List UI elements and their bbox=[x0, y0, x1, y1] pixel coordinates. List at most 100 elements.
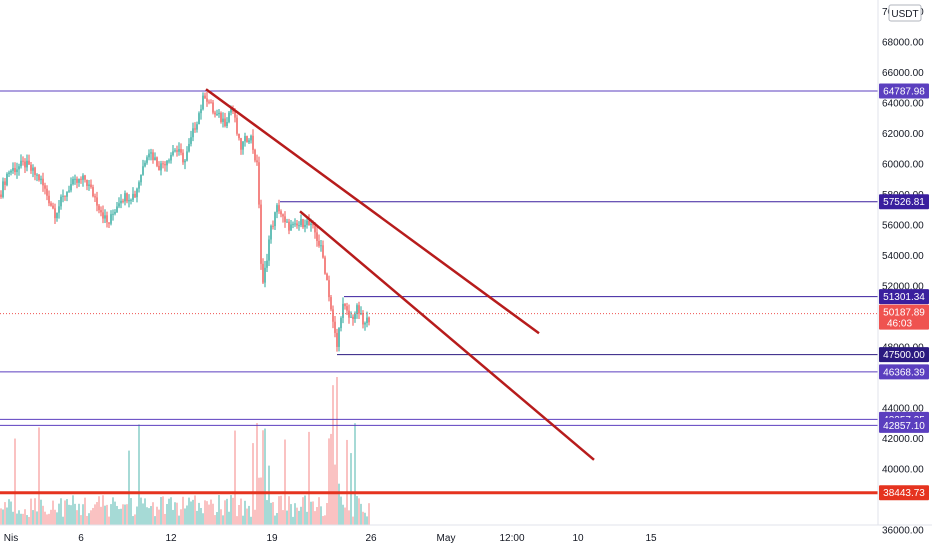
candle-body bbox=[282, 214, 284, 217]
volume-bar bbox=[58, 503, 60, 525]
volume-bar bbox=[268, 465, 270, 525]
candle-body bbox=[208, 101, 210, 103]
time-tick-label: Nis bbox=[4, 533, 18, 544]
volume-bar bbox=[208, 504, 210, 525]
price-tag-bg bbox=[879, 347, 929, 363]
volume-bar bbox=[282, 510, 284, 525]
volume-bar bbox=[126, 504, 128, 525]
candle-body bbox=[150, 152, 152, 154]
horizontal-levels bbox=[0, 90, 878, 495]
volume-bar bbox=[84, 497, 86, 525]
candle-body bbox=[292, 223, 294, 225]
candle-body bbox=[4, 181, 6, 185]
candle-body bbox=[130, 199, 132, 201]
volume-bar bbox=[44, 511, 46, 525]
volume-bar bbox=[166, 503, 168, 525]
candle-body bbox=[116, 206, 118, 212]
volume-bar bbox=[170, 497, 172, 525]
price-tag-label: 47500.00 bbox=[883, 350, 925, 361]
candle-body bbox=[190, 137, 192, 144]
volume-bar bbox=[40, 499, 42, 525]
candle-body bbox=[154, 157, 156, 161]
candle-body bbox=[296, 223, 298, 226]
volume-bar bbox=[94, 504, 96, 525]
last-price-label: 50187.89 bbox=[883, 308, 925, 319]
volume-bar bbox=[158, 509, 160, 525]
volume-bar bbox=[174, 502, 176, 525]
volume-bar bbox=[262, 430, 264, 525]
last-price-tag-bg bbox=[879, 304, 929, 330]
volume-bar bbox=[216, 512, 218, 525]
candle-body bbox=[364, 322, 366, 325]
candle-body bbox=[294, 223, 296, 225]
volume-bar bbox=[124, 504, 126, 525]
volume-bar bbox=[182, 496, 184, 525]
candle-body bbox=[312, 223, 314, 226]
volume-bar bbox=[134, 514, 136, 525]
candle-body bbox=[242, 141, 244, 150]
trendline-upper bbox=[205, 88, 540, 335]
candle-body bbox=[50, 203, 52, 206]
candle-body bbox=[134, 193, 136, 198]
price-tick-label: 40000.00 bbox=[882, 465, 924, 476]
volume-bar bbox=[234, 430, 236, 525]
volume-bar bbox=[300, 506, 302, 525]
candle-body bbox=[326, 273, 328, 281]
candle-body bbox=[86, 179, 88, 186]
volume-bar bbox=[198, 502, 200, 525]
volume-bar bbox=[256, 423, 258, 525]
currency-label: USDT bbox=[891, 9, 918, 20]
volume-bar bbox=[232, 497, 234, 525]
volume-bar bbox=[204, 500, 206, 525]
candle-body bbox=[246, 136, 248, 143]
candle-body bbox=[138, 182, 140, 189]
volume-bar bbox=[322, 516, 324, 525]
volume-bar bbox=[14, 438, 16, 525]
price-tick-label: 60000.00 bbox=[882, 160, 924, 171]
price-tag-label: 38443.73 bbox=[883, 488, 925, 499]
price-tag-bg bbox=[879, 485, 929, 501]
volume-bar bbox=[160, 497, 162, 525]
candle-body bbox=[252, 135, 254, 150]
candle-body bbox=[44, 185, 46, 189]
volume-bar bbox=[312, 501, 314, 525]
volume-bar bbox=[22, 513, 24, 525]
candle-body bbox=[194, 128, 196, 130]
time-axis[interactable]: Nis 6 12 19 26 May 12:00 10 15 bbox=[4, 533, 657, 544]
volume-bar bbox=[324, 515, 326, 525]
candle-body bbox=[158, 165, 160, 171]
candle-body bbox=[182, 152, 184, 163]
volume-bar bbox=[8, 499, 10, 525]
time-tick-label: 12 bbox=[165, 533, 177, 544]
candle-body bbox=[210, 102, 212, 104]
candle-body bbox=[26, 160, 28, 168]
candle-body bbox=[146, 157, 148, 163]
candle-body bbox=[338, 328, 340, 347]
candle-body bbox=[212, 102, 214, 113]
price-tag-bg bbox=[879, 417, 929, 433]
time-tick-label: 10 bbox=[572, 533, 584, 544]
candlesticks bbox=[0, 92, 370, 352]
volume-bar bbox=[302, 497, 304, 525]
volume-bar bbox=[352, 516, 354, 525]
candle-body bbox=[330, 297, 332, 310]
candle-body bbox=[340, 317, 342, 329]
volume-bar bbox=[218, 495, 220, 525]
volume-bar bbox=[226, 498, 228, 525]
candle-body bbox=[332, 309, 334, 322]
volume-bar bbox=[244, 500, 246, 525]
volume-bar bbox=[276, 513, 278, 525]
volume-bar bbox=[36, 511, 38, 525]
volume-bar bbox=[150, 506, 152, 525]
volume-bar bbox=[64, 500, 66, 525]
volume-bar bbox=[168, 498, 170, 525]
candle-body bbox=[328, 280, 330, 298]
volume-bar bbox=[130, 498, 132, 525]
candle-body bbox=[358, 305, 360, 314]
price-tick-label: 52000.00 bbox=[882, 282, 924, 293]
volume-bar bbox=[298, 510, 300, 525]
candle-body bbox=[54, 208, 56, 219]
volume-bar bbox=[296, 507, 298, 525]
currency-badge[interactable]: USDT bbox=[888, 4, 922, 22]
